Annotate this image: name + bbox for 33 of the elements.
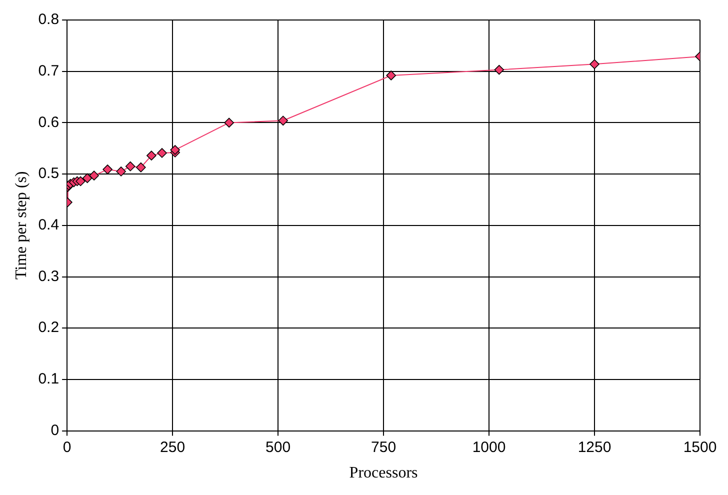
point [76,176,86,186]
x-axis-title: Processors [349,464,418,482]
point [494,64,504,75]
point [590,59,600,70]
point [278,116,288,126]
x-tick-label: 1500 [683,438,717,456]
point [116,166,126,176]
y-tick-label: 0.1 [38,370,60,388]
point [170,145,180,155]
point [136,162,146,172]
y-tick-label: 0.7 [38,62,60,80]
y-axis-title: Time per step (s) [12,171,30,280]
y-tick-label: 0.3 [38,268,60,285]
x-tick-label: 1250 [578,438,612,456]
x-tick-label: 750 [371,438,396,456]
point [386,70,396,80]
y-tick-label: 0.5 [38,165,60,182]
point [146,150,156,160]
point [82,173,92,184]
point [224,118,234,128]
x-tick-label: 250 [160,438,186,456]
y-tick-label: 0 [50,422,60,439]
y-tick-label: 0.6 [38,114,60,131]
point [89,170,99,180]
point [157,148,167,158]
y-tick-label: 0.8 [38,11,60,28]
point [125,161,136,172]
x-tick-label: 500 [266,438,291,456]
x-tick-label: 1000 [472,438,506,456]
y-tick-label: 0.2 [38,319,60,336]
x-tick-label: 0 [62,438,72,456]
y-tick-label: 0.4 [38,216,60,234]
point [102,164,112,174]
